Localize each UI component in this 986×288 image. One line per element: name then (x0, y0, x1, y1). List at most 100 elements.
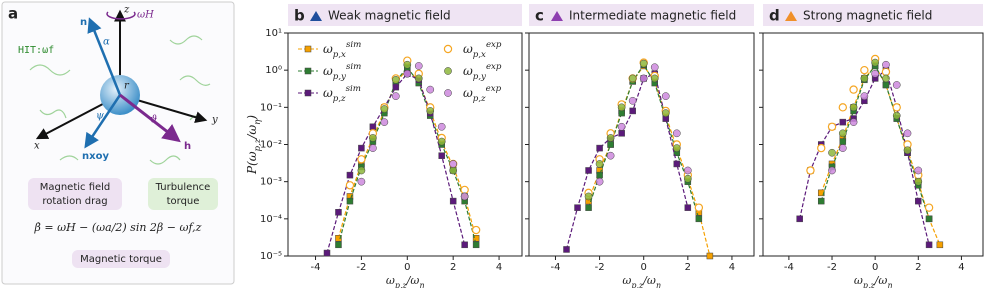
legend-marker (304, 89, 312, 97)
square-marker (618, 130, 625, 137)
square-marker (839, 138, 847, 145)
circle-marker (460, 192, 469, 201)
x-tick-label: -4 (550, 262, 560, 273)
x-tick-label: 2 (915, 262, 921, 273)
circle-marker (914, 177, 923, 186)
panel-label: a (8, 5, 18, 23)
circle-marker (595, 160, 604, 168)
circle-marker (849, 85, 858, 94)
square-marker (915, 197, 922, 205)
circle-marker (871, 69, 880, 78)
drag-box-line: Magnetic field (40, 182, 111, 193)
turb-box-line: torque (167, 196, 200, 207)
legend-label: ωp,zsim (323, 84, 361, 104)
x-tick-label: 4 (958, 262, 964, 273)
square-marker (563, 246, 570, 253)
series-line (326, 73, 466, 254)
y-axis-label: y (211, 115, 218, 126)
circle-marker (345, 181, 355, 190)
y-tick-label: 10⁻² (260, 140, 282, 151)
h-arrow (119, 93, 181, 143)
panel-title: Weak magnetic field (328, 9, 451, 23)
circle-marker (849, 103, 858, 112)
square-marker (585, 204, 592, 211)
circle-marker (903, 129, 912, 138)
legend-marker (304, 45, 312, 53)
circle-marker (806, 166, 815, 175)
square-marker (882, 81, 890, 89)
circle-marker (437, 137, 446, 146)
title-marker (310, 11, 322, 21)
square-marker (925, 241, 933, 249)
legend-label: ωp,ysim (323, 62, 361, 82)
square-marker (796, 215, 803, 223)
circle-marker (595, 177, 604, 186)
circle-marker (683, 166, 692, 175)
square-marker (596, 144, 603, 152)
legend-marker (443, 44, 453, 54)
x-tick-label: -2 (595, 262, 605, 273)
circle-marker (661, 109, 670, 117)
square-marker (335, 209, 342, 216)
square-marker (335, 241, 342, 249)
circle-marker (471, 225, 481, 235)
panel-label: d (769, 7, 780, 25)
circle-marker (357, 177, 366, 186)
x-tick-label: 4 (729, 262, 735, 273)
circle-marker (903, 146, 912, 155)
circle-marker (849, 118, 858, 126)
legend-marker (444, 89, 452, 97)
y-axis-label: P(ωp,z/ωη) (245, 115, 263, 175)
hit-label: HIT:ωf (18, 45, 54, 56)
circle-marker (584, 192, 593, 201)
circle-marker (426, 107, 435, 115)
y-tick-label: 10⁻³ (260, 177, 282, 188)
square-marker (369, 123, 377, 131)
panel-label: b (294, 7, 305, 25)
circle-marker (838, 129, 847, 138)
circle-marker (369, 134, 377, 142)
circle-marker (892, 81, 901, 89)
circle-marker (380, 118, 389, 126)
circle-marker (838, 144, 847, 152)
circle-marker (860, 92, 869, 100)
circle-marker (838, 103, 848, 112)
circle-marker (369, 144, 377, 152)
square-marker (817, 197, 825, 205)
circle-marker (672, 129, 681, 138)
circle-marker (391, 92, 400, 100)
circle-marker (606, 151, 615, 160)
z-axis-label: z (123, 5, 130, 16)
legend-marker (304, 67, 312, 75)
square-marker (472, 241, 480, 249)
circle-marker (892, 111, 901, 120)
circle-marker (414, 62, 423, 70)
square-marker (438, 152, 445, 159)
x-tick-label: 2 (450, 262, 456, 273)
series-line (820, 64, 930, 220)
circle-marker (414, 74, 423, 83)
circle-marker (828, 148, 836, 157)
circle-marker (694, 203, 704, 212)
title-marker (551, 11, 563, 21)
circle-marker (628, 96, 637, 105)
square-marker (695, 215, 703, 223)
circle-marker (449, 166, 458, 175)
circle-marker (617, 122, 626, 131)
square-marker (392, 83, 400, 91)
x-tick-label: -2 (356, 262, 366, 273)
y-tick-label: 10⁻¹ (260, 102, 282, 113)
square-marker (472, 235, 480, 242)
torque-box-label: Magnetic torque (80, 254, 162, 265)
square-marker (596, 171, 603, 179)
plot-area (796, 54, 944, 249)
x-tick-label: -4 (311, 262, 321, 273)
circle-marker (403, 60, 412, 69)
square-marker (607, 141, 614, 148)
title-marker (785, 11, 797, 21)
circle-marker (828, 166, 836, 175)
square-marker (358, 144, 365, 152)
circle-marker (871, 58, 880, 67)
circle-marker (892, 103, 901, 112)
